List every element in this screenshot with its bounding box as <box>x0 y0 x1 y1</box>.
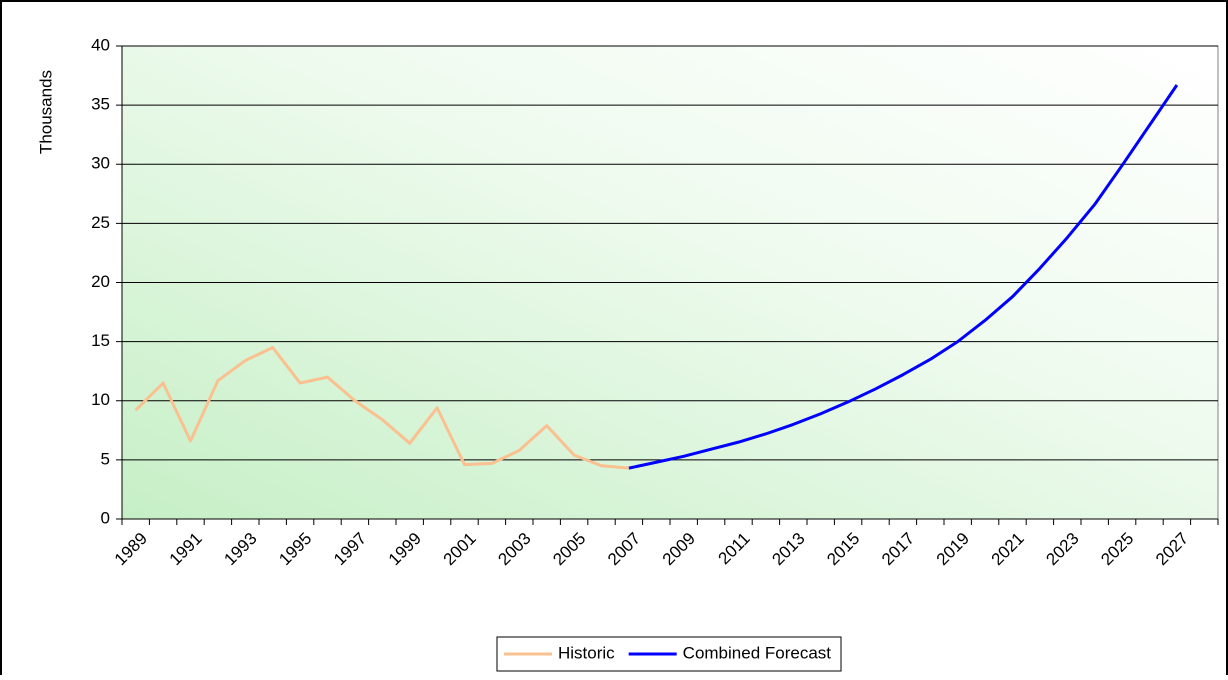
series-line <box>134 346 630 470</box>
y-tick-label: 5 <box>101 449 110 468</box>
y-tick-label: 15 <box>91 331 110 350</box>
y-tick-label: 10 <box>91 390 110 409</box>
y-tick-label: 0 <box>101 508 110 527</box>
y-tick-label: 40 <box>91 35 110 54</box>
series-line <box>628 84 1179 470</box>
legend-label: Historic <box>558 643 615 662</box>
y-tick-label: 35 <box>91 95 110 114</box>
y-tick-label: 30 <box>91 154 110 173</box>
legend-label: Combined Forecast <box>683 643 832 662</box>
y-tick-label: 25 <box>91 213 110 232</box>
y-tick-label: 20 <box>91 272 110 291</box>
y-axis-label: Thousands <box>36 70 55 154</box>
